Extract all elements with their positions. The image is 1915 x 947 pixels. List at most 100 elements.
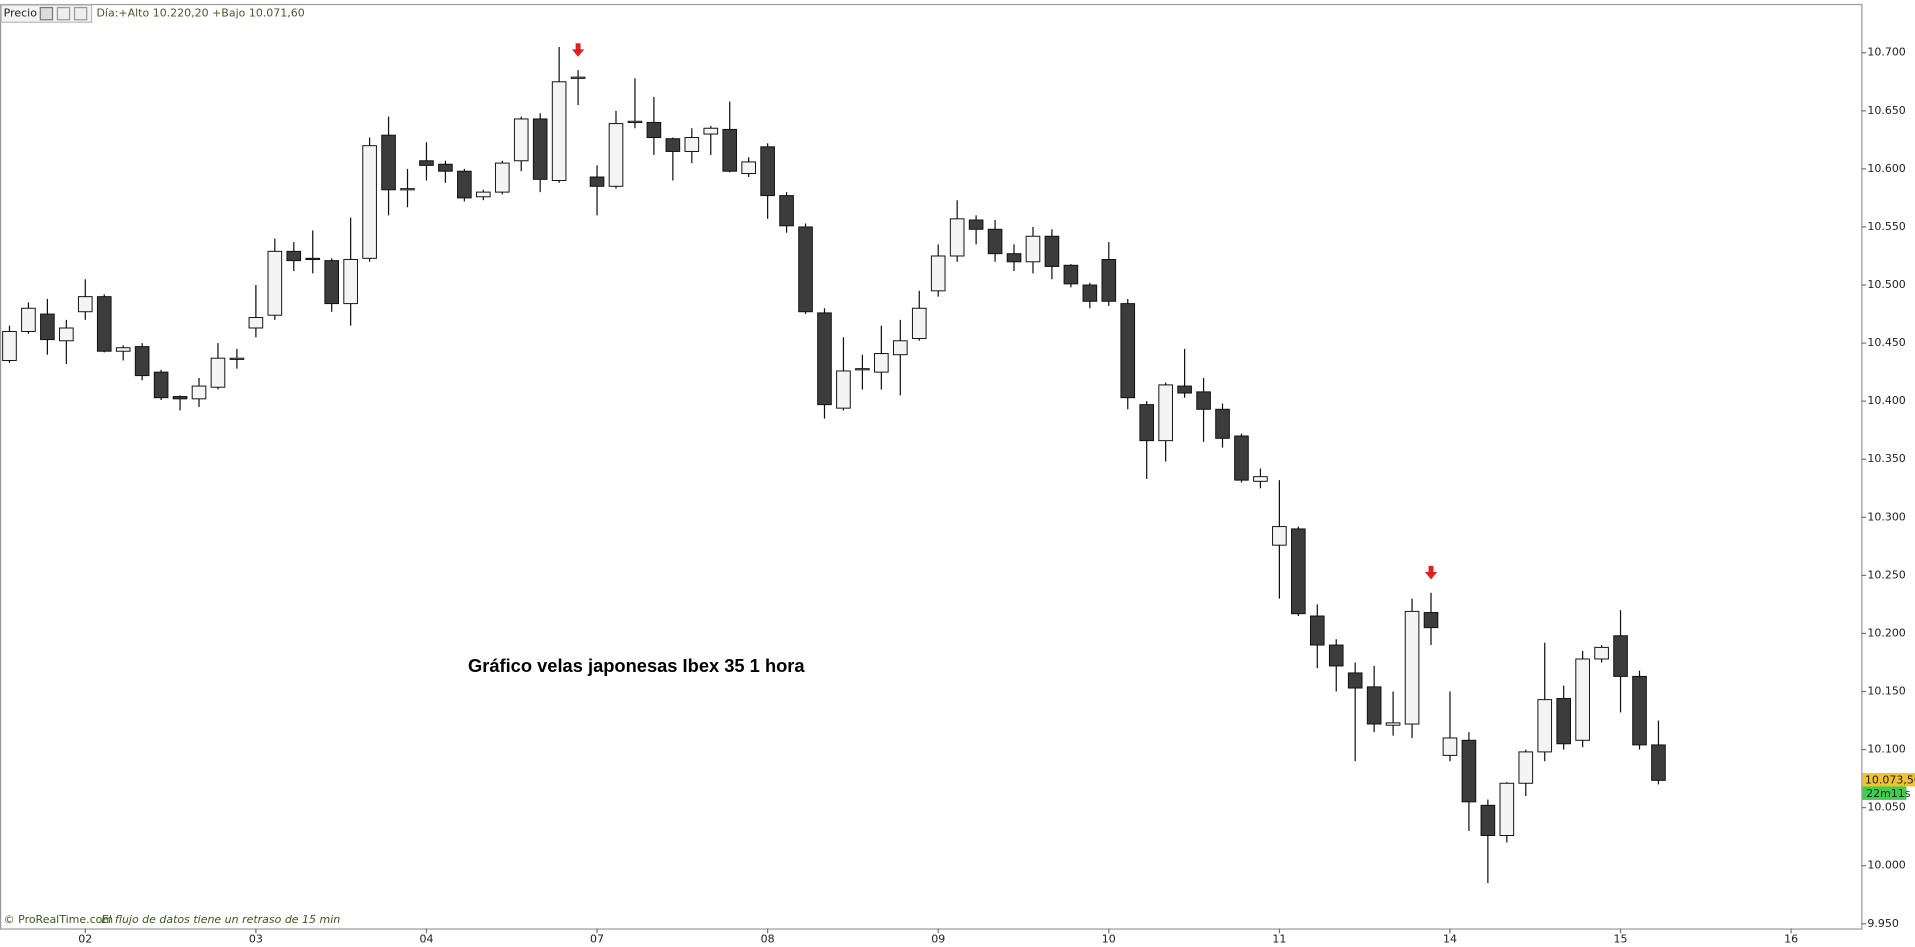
header-info: Día:+Alto 10.220,20 +Bajo 10.071,60 xyxy=(96,7,304,20)
candle-body xyxy=(1518,751,1534,784)
candle-body xyxy=(400,188,415,191)
x-tick-label: 09 xyxy=(931,932,945,945)
y-tick-label: 10.350 xyxy=(1867,452,1905,465)
candle-body xyxy=(1442,737,1458,756)
candle-body xyxy=(684,137,700,152)
candle-body xyxy=(892,340,908,356)
candle-body xyxy=(1499,782,1515,837)
candle-body xyxy=(760,146,775,197)
candle-body xyxy=(1385,722,1401,726)
y-tick-label: 10.300 xyxy=(1867,510,1905,523)
candle-body xyxy=(1556,697,1572,745)
candle-body xyxy=(96,296,112,352)
countdown-label: 22m11s xyxy=(1866,787,1911,800)
candle-body xyxy=(494,162,510,193)
candle-body xyxy=(343,258,358,305)
candle-body xyxy=(1632,675,1647,746)
x-tick-label: 02 xyxy=(78,932,92,945)
candle-body xyxy=(703,127,719,135)
candle-body xyxy=(77,296,93,313)
candle-body xyxy=(532,118,548,180)
candle-body xyxy=(172,396,188,400)
candle-body xyxy=(476,191,491,198)
y-tick-label: 9.950 xyxy=(1867,917,1898,930)
candle-body xyxy=(855,368,870,371)
candle-body xyxy=(324,260,340,305)
tool-icon[interactable] xyxy=(39,6,54,21)
candle-body xyxy=(1101,258,1117,302)
candle-body xyxy=(1215,408,1230,439)
y-tick-label: 10.550 xyxy=(1867,220,1905,233)
x-tick-label: 04 xyxy=(419,932,433,945)
plot-frame xyxy=(0,3,1863,930)
candle-body xyxy=(457,170,472,199)
candle-body xyxy=(59,327,74,342)
candle-body xyxy=(1480,804,1496,837)
candle-body xyxy=(21,307,36,332)
candle-body xyxy=(1006,253,1022,263)
y-tick-label: 10.150 xyxy=(1867,685,1905,698)
candle-body xyxy=(817,312,832,406)
countdown-box xyxy=(1862,786,1907,800)
candle-body xyxy=(1063,264,1079,285)
x-tick-label: 11 xyxy=(1272,932,1286,945)
x-tick-label: 16 xyxy=(1784,932,1798,945)
candle-body xyxy=(153,371,169,399)
candle-body xyxy=(1158,384,1173,442)
candle-body xyxy=(1120,303,1136,399)
y-tick-label: 10.600 xyxy=(1867,162,1905,175)
candle-body xyxy=(1177,385,1192,394)
candle-body xyxy=(1196,391,1211,410)
candle-body xyxy=(779,195,794,227)
y-tick-label: 10.500 xyxy=(1867,278,1905,291)
candle-body xyxy=(1347,672,1363,689)
candle-body xyxy=(134,346,150,377)
candle-body xyxy=(1651,744,1666,781)
y-tick-label: 10.200 xyxy=(1867,626,1905,639)
candle-body xyxy=(646,121,662,139)
candle-body xyxy=(1272,526,1287,546)
candle-body xyxy=(1234,435,1249,481)
candle-body xyxy=(874,353,889,373)
y-tick-label: 10.650 xyxy=(1867,104,1905,117)
candle-body xyxy=(1082,284,1098,302)
signal-arrow xyxy=(571,43,585,57)
y-tick-label: 10.250 xyxy=(1867,568,1905,581)
last-price-box xyxy=(1862,773,1915,787)
y-tick-label: 10.450 xyxy=(1867,336,1905,349)
candle-body xyxy=(987,228,1003,255)
candle-body xyxy=(248,317,264,329)
candle-body xyxy=(1575,658,1590,741)
candle-body xyxy=(210,357,226,388)
candle-body xyxy=(1139,404,1155,442)
tool-icon[interactable] xyxy=(73,6,88,21)
candle-body xyxy=(381,134,396,191)
candle-body xyxy=(949,218,965,257)
x-tick-label: 14 xyxy=(1443,932,1457,945)
candle-body xyxy=(722,128,738,172)
candle-body xyxy=(1044,235,1060,267)
last-price-label: 10.073,50 xyxy=(1865,773,1915,786)
candle-body xyxy=(438,163,453,172)
candle-body xyxy=(1613,635,1628,677)
candle-body xyxy=(115,347,131,352)
x-tick-label: 15 xyxy=(1614,932,1628,945)
x-tick-label: 03 xyxy=(249,932,263,945)
candle-body xyxy=(305,257,321,261)
tool-icon[interactable] xyxy=(56,6,71,21)
candle-body xyxy=(40,313,55,341)
candle-body xyxy=(229,357,245,360)
candle-body xyxy=(911,307,927,339)
candle-body xyxy=(1423,612,1439,629)
footer-source: © ProRealTime.com xyxy=(4,913,113,926)
candle-body xyxy=(608,123,624,187)
candle-body xyxy=(836,370,851,409)
candle-body xyxy=(570,76,586,79)
candle-body xyxy=(1328,644,1344,667)
y-tick-label: 10.700 xyxy=(1867,46,1905,59)
footer-note: El flujo de datos tiene un retraso de 15… xyxy=(101,913,340,926)
candle-body xyxy=(930,255,946,292)
